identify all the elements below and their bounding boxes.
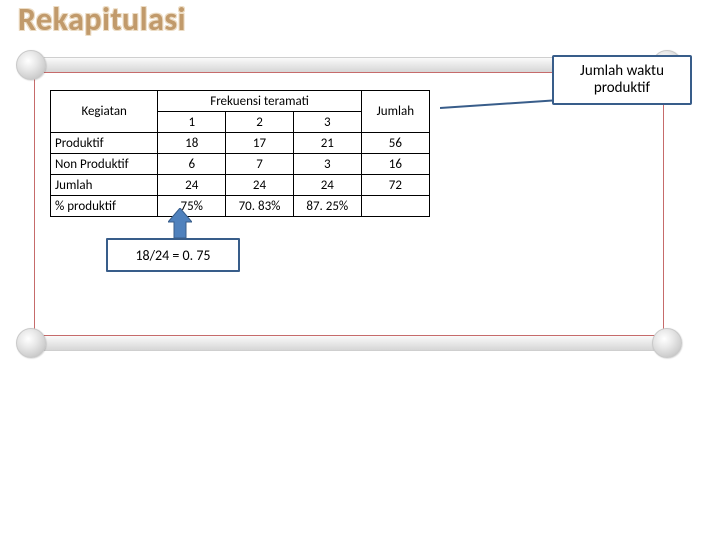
table-row: Produktif 18 17 21 56 [51, 133, 430, 154]
subcol-1: 1 [158, 112, 226, 133]
table-row: Non Produktif 6 7 3 16 [51, 154, 430, 175]
subcol-2: 2 [226, 112, 294, 133]
subcol-3: 3 [293, 112, 361, 133]
cell: 72 [361, 175, 429, 196]
table-row: Jumlah 24 24 24 72 [51, 175, 430, 196]
cell: 7 [226, 154, 294, 175]
cell: 18 [158, 133, 226, 154]
scroll-knob-icon [652, 328, 682, 358]
row-label: % produktif [51, 196, 158, 217]
cell: 6 [158, 154, 226, 175]
title-text: Rekapitulasi [18, 0, 186, 39]
cell [361, 196, 429, 217]
scroll-knob-icon [16, 328, 46, 358]
frekuensi-table: Kegiatan Frekuensi teramati Jumlah 1 2 3… [50, 90, 430, 217]
cell: 70. 83% [226, 196, 294, 217]
callout-box: Jumlah waktu produktif [552, 55, 692, 105]
calc-callout: 18/24 = 0. 75 [106, 238, 240, 272]
cell: 56 [361, 133, 429, 154]
cell: 24 [293, 175, 361, 196]
row-label: Produktif [51, 133, 158, 154]
cell: 24 [226, 175, 294, 196]
col-jumlah: Jumlah [361, 91, 429, 133]
row-label: Non Produktif [51, 154, 158, 175]
cell: 17 [226, 133, 294, 154]
table-row: % produktif 75% 70. 83% 87. 25% [51, 196, 430, 217]
cell: 3 [293, 154, 361, 175]
arrow-up-icon [168, 208, 192, 238]
scroll-rail-bottom [38, 335, 660, 351]
callout-line1: Jumlah waktu [580, 62, 664, 80]
cell: 87. 25% [293, 196, 361, 217]
cell: 24 [158, 175, 226, 196]
callout-line2: produktif [594, 79, 650, 97]
cell: 16 [361, 154, 429, 175]
page-title: Rekapitulasi [18, 0, 186, 39]
col-kegiatan: Kegiatan [51, 91, 158, 133]
calc-text: 18/24 = 0. 75 [135, 247, 210, 264]
scroll-knob-icon [16, 50, 46, 80]
cell: 21 [293, 133, 361, 154]
row-label: Jumlah [51, 175, 158, 196]
col-frekuensi: Frekuensi teramati [158, 91, 361, 112]
